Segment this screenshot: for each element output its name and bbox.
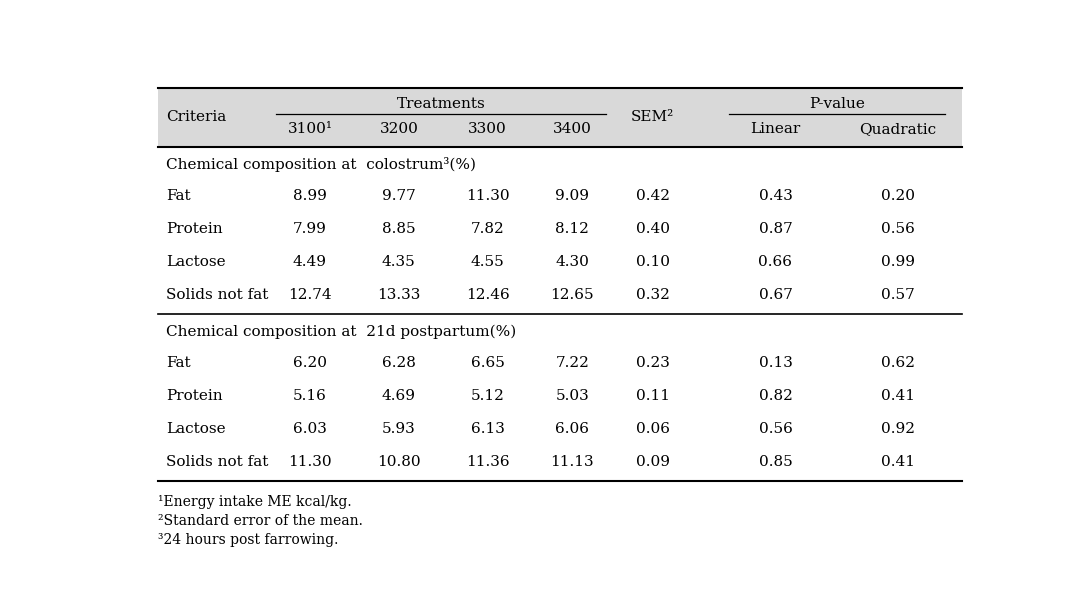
Text: 9.09: 9.09 — [556, 189, 590, 203]
Text: 4.30: 4.30 — [556, 255, 590, 269]
Text: Chemical composition at  colostrum³(%): Chemical composition at colostrum³(%) — [166, 157, 476, 172]
Text: 4.55: 4.55 — [471, 255, 505, 269]
Text: 3200: 3200 — [379, 122, 418, 136]
Text: 11.13: 11.13 — [550, 455, 594, 469]
Text: 0.09: 0.09 — [636, 455, 669, 469]
Text: 3100¹: 3100¹ — [287, 122, 332, 136]
Text: 0.56: 0.56 — [881, 222, 915, 236]
Text: SEM²: SEM² — [631, 110, 675, 125]
Text: 6.13: 6.13 — [471, 422, 505, 436]
Text: 0.82: 0.82 — [759, 389, 793, 403]
Text: 0.66: 0.66 — [759, 255, 793, 269]
Text: 0.13: 0.13 — [759, 356, 793, 370]
Text: 0.62: 0.62 — [881, 356, 915, 370]
Text: 0.11: 0.11 — [636, 389, 669, 403]
Text: 9.77: 9.77 — [382, 189, 416, 203]
Text: Linear: Linear — [750, 122, 800, 136]
Text: ²Standard error of the mean.: ²Standard error of the mean. — [157, 514, 363, 528]
Text: 12.46: 12.46 — [466, 288, 510, 302]
Text: 4.49: 4.49 — [293, 255, 327, 269]
Text: 4.69: 4.69 — [382, 389, 416, 403]
Text: 8.99: 8.99 — [293, 189, 327, 203]
Text: 0.20: 0.20 — [881, 189, 915, 203]
Text: Solids not fat: Solids not fat — [166, 455, 269, 469]
Text: 0.67: 0.67 — [759, 288, 793, 302]
Text: Treatments: Treatments — [396, 97, 486, 111]
Text: 0.32: 0.32 — [636, 288, 669, 302]
Text: 0.23: 0.23 — [636, 356, 669, 370]
FancyBboxPatch shape — [157, 88, 962, 147]
Text: 3400: 3400 — [553, 122, 592, 136]
Text: 11.30: 11.30 — [466, 189, 510, 203]
Text: Quadratic: Quadratic — [859, 122, 937, 136]
Text: 4.35: 4.35 — [382, 255, 416, 269]
Text: 10.80: 10.80 — [377, 455, 420, 469]
Text: Protein: Protein — [166, 222, 223, 236]
Text: 0.85: 0.85 — [759, 455, 793, 469]
Text: 11.30: 11.30 — [288, 455, 332, 469]
Text: 5.16: 5.16 — [293, 389, 327, 403]
Text: 13.33: 13.33 — [377, 288, 420, 302]
Text: Solids not fat: Solids not fat — [166, 288, 269, 302]
Text: Chemical composition at  21d postpartum(%): Chemical composition at 21d postpartum(%… — [166, 324, 517, 339]
Text: 6.03: 6.03 — [293, 422, 327, 436]
Text: 0.41: 0.41 — [881, 389, 915, 403]
Text: 0.43: 0.43 — [759, 189, 793, 203]
Text: 0.99: 0.99 — [881, 255, 915, 269]
Text: ¹Energy intake ME kcal/kg.: ¹Energy intake ME kcal/kg. — [157, 495, 352, 509]
Text: 8.85: 8.85 — [382, 222, 416, 236]
Text: Lactose: Lactose — [166, 422, 226, 436]
Text: 6.65: 6.65 — [471, 356, 505, 370]
Text: 5.03: 5.03 — [556, 389, 590, 403]
Text: 6.06: 6.06 — [556, 422, 590, 436]
Text: 12.65: 12.65 — [550, 288, 594, 302]
Text: 0.56: 0.56 — [759, 422, 793, 436]
Text: 0.41: 0.41 — [881, 455, 915, 469]
Text: Fat: Fat — [166, 356, 191, 370]
Text: 0.87: 0.87 — [759, 222, 793, 236]
Text: 0.42: 0.42 — [636, 189, 669, 203]
Text: 0.57: 0.57 — [881, 288, 915, 302]
Text: 8.12: 8.12 — [556, 222, 590, 236]
Text: 11.36: 11.36 — [466, 455, 510, 469]
Text: Protein: Protein — [166, 389, 223, 403]
Text: 0.92: 0.92 — [881, 422, 915, 436]
Text: 0.10: 0.10 — [636, 255, 669, 269]
Text: Fat: Fat — [166, 189, 191, 203]
Text: P-value: P-value — [809, 97, 865, 111]
Text: 7.82: 7.82 — [471, 222, 505, 236]
Text: Criteria: Criteria — [166, 110, 226, 125]
Text: 5.93: 5.93 — [382, 422, 416, 436]
Text: Lactose: Lactose — [166, 255, 226, 269]
Text: 12.74: 12.74 — [288, 288, 332, 302]
Text: 3300: 3300 — [468, 122, 507, 136]
Text: 7.22: 7.22 — [556, 356, 590, 370]
Text: 6.28: 6.28 — [382, 356, 416, 370]
Text: 5.12: 5.12 — [471, 389, 505, 403]
Text: 7.99: 7.99 — [293, 222, 327, 236]
Text: ³24 hours post farrowing.: ³24 hours post farrowing. — [157, 533, 339, 548]
Text: 0.06: 0.06 — [636, 422, 669, 436]
Text: 0.40: 0.40 — [636, 222, 669, 236]
Text: 6.20: 6.20 — [293, 356, 327, 370]
